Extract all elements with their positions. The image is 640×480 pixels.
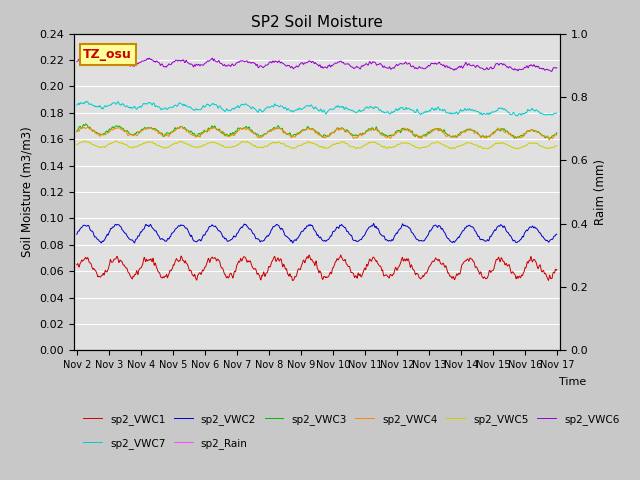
sp2_VWC2	[553, 231, 561, 237]
sp2_VWC4	[177, 123, 185, 129]
sp2_Rain	[278, 348, 285, 353]
sp2_VWC3	[128, 132, 136, 137]
sp2_Rain	[128, 348, 136, 353]
sp2_VWC1	[337, 252, 344, 258]
sp2_VWC1	[278, 259, 285, 264]
Text: TZ_osu: TZ_osu	[83, 48, 132, 61]
sp2_VWC2	[128, 237, 136, 243]
sp2_VWC7	[73, 102, 81, 108]
sp2_VWC2	[73, 231, 81, 237]
sp2_VWC2	[492, 227, 500, 233]
sp2_VWC6	[492, 61, 500, 67]
sp2_VWC4	[257, 135, 265, 141]
sp2_VWC2	[156, 236, 164, 242]
sp2_VWC5	[553, 143, 561, 149]
sp2_VWC7	[83, 99, 91, 105]
sp2_VWC6	[156, 62, 164, 68]
sp2_VWC3	[73, 129, 81, 135]
sp2_Rain	[156, 348, 164, 353]
Text: Time: Time	[559, 377, 586, 387]
sp2_VWC1	[128, 275, 136, 281]
sp2_VWC6	[553, 65, 561, 71]
sp2_VWC4	[128, 132, 136, 138]
Line: sp2_VWC2: sp2_VWC2	[77, 224, 557, 243]
sp2_VWC3	[492, 128, 500, 133]
sp2_VWC3	[156, 131, 164, 136]
Line: sp2_VWC3: sp2_VWC3	[77, 124, 557, 139]
Line: sp2_VWC6: sp2_VWC6	[77, 58, 557, 72]
sp2_VWC2	[257, 238, 265, 244]
Line: sp2_VWC4: sp2_VWC4	[77, 126, 557, 140]
sp2_VWC5	[278, 141, 285, 147]
sp2_Rain	[553, 348, 561, 353]
sp2_VWC1	[289, 277, 296, 283]
sp2_VWC5	[257, 145, 265, 151]
sp2_VWC1	[553, 267, 561, 273]
sp2_VWC2	[544, 238, 552, 244]
sp2_VWC6	[73, 59, 81, 64]
sp2_VWC5	[128, 144, 136, 150]
sp2_VWC1	[73, 262, 81, 268]
sp2_VWC6	[111, 55, 119, 60]
Line: sp2_VWC5: sp2_VWC5	[77, 141, 557, 149]
sp2_VWC6	[548, 69, 556, 74]
sp2_VWC7	[492, 108, 500, 114]
sp2_Rain	[257, 348, 265, 353]
sp2_VWC4	[278, 126, 285, 132]
sp2_VWC3	[257, 133, 265, 139]
sp2_VWC7	[553, 110, 561, 116]
sp2_VWC6	[128, 61, 136, 67]
sp2_VWC3	[553, 130, 561, 135]
sp2_VWC7	[156, 106, 164, 111]
sp2_VWC7	[257, 108, 265, 114]
sp2_VWC1	[257, 277, 265, 283]
sp2_VWC6	[257, 63, 265, 69]
sp2_VWC7	[544, 112, 552, 118]
sp2_VWC3	[545, 136, 553, 142]
Legend: sp2_VWC7, sp2_Rain: sp2_VWC7, sp2_Rain	[79, 433, 252, 453]
Y-axis label: Raim (mm): Raim (mm)	[594, 159, 607, 225]
sp2_VWC2	[97, 240, 105, 246]
sp2_VWC1	[492, 257, 500, 263]
sp2_VWC5	[73, 142, 81, 147]
sp2_VWC2	[278, 226, 285, 231]
sp2_Rain	[73, 348, 81, 353]
sp2_Rain	[543, 348, 551, 353]
Line: sp2_VWC1: sp2_VWC1	[77, 255, 557, 280]
sp2_VWC1	[544, 276, 552, 281]
sp2_VWC6	[543, 67, 551, 72]
sp2_VWC1	[156, 271, 164, 277]
sp2_VWC7	[278, 103, 285, 109]
sp2_VWC5	[112, 138, 120, 144]
sp2_VWC5	[156, 144, 164, 149]
sp2_VWC4	[545, 137, 553, 143]
sp2_VWC5	[544, 146, 552, 152]
sp2_VWC4	[553, 132, 561, 137]
sp2_Rain	[492, 348, 499, 353]
sp2_VWC6	[278, 60, 285, 65]
sp2_VWC5	[492, 140, 500, 146]
sp2_VWC7	[513, 113, 521, 119]
sp2_VWC7	[128, 105, 136, 111]
sp2_VWC5	[352, 146, 360, 152]
sp2_VWC4	[492, 128, 500, 133]
sp2_VWC4	[73, 128, 81, 133]
Line: sp2_VWC7: sp2_VWC7	[77, 102, 557, 116]
sp2_VWC4	[156, 130, 164, 135]
Title: SP2 Soil Moisture: SP2 Soil Moisture	[251, 15, 383, 30]
Y-axis label: Soil Moisture (m3/m3): Soil Moisture (m3/m3)	[20, 127, 33, 257]
sp2_VWC2	[370, 221, 378, 227]
sp2_VWC3	[278, 125, 285, 131]
sp2_VWC3	[543, 133, 551, 139]
sp2_VWC3	[82, 121, 90, 127]
sp2_VWC4	[543, 133, 551, 139]
